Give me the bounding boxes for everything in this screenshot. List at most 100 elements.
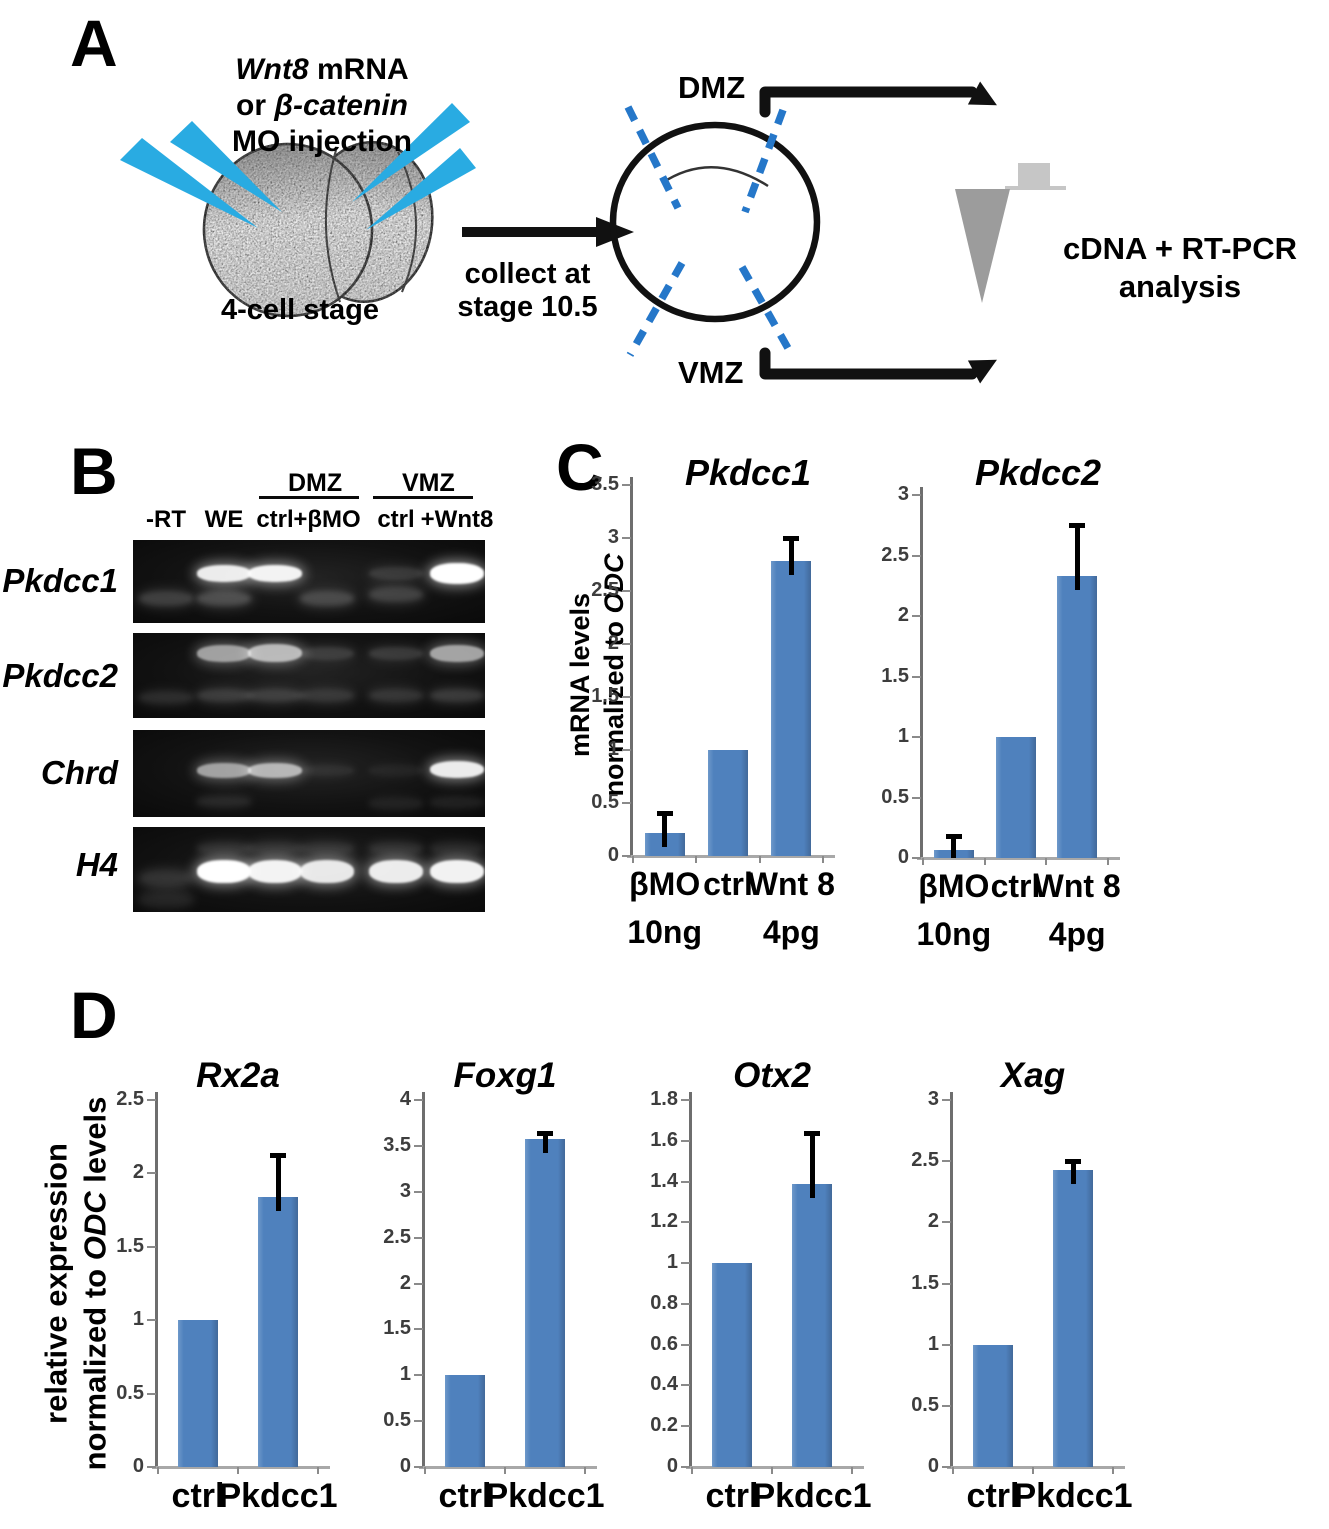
y-tick-label: 2 <box>132 1161 144 1184</box>
y-tick-label: 0.5 <box>383 1409 411 1432</box>
gel-lane-header: ctrl <box>377 506 415 533</box>
x-tick-mark <box>983 858 986 865</box>
y-tick-mark <box>414 1236 423 1239</box>
y-tick-label: 1.5 <box>591 685 619 707</box>
y-tick-label: 0.2 <box>650 1414 678 1437</box>
gel-lane-header: ctrl <box>256 506 294 533</box>
bar-Pkdcc1 <box>792 1183 832 1467</box>
gel-band <box>368 646 423 660</box>
x-category-label: Pkdcc1 <box>218 1477 338 1515</box>
x-tick-mark <box>691 1467 693 1474</box>
x-category-label: Pkdcc1 <box>752 1477 872 1515</box>
y-tick-mark <box>912 857 921 859</box>
y-tick-label: 3.5 <box>383 1133 411 1156</box>
y-tick-label: 0 <box>607 844 619 866</box>
y-tick-mark <box>681 1384 690 1387</box>
chart-title-foxg1: Foxg1 <box>453 1056 557 1095</box>
chart-title-otx2: Otx2 <box>733 1056 811 1095</box>
y-tick-mark <box>681 1466 690 1468</box>
chart-otx2: 0 0.2 0.4 0.6 0.8 1 1.2 1.4 1.6 1.8 ctrl Pkdcc1 <box>650 1088 871 1515</box>
d-ylabel-line1: relative expression <box>38 1143 73 1424</box>
bar-Wnt 8 <box>771 561 812 856</box>
y-tick-label: 1 <box>897 725 909 747</box>
error-bar-cap <box>804 1130 820 1136</box>
x-category-label: Wnt 8 <box>1033 868 1121 904</box>
x-category-sublabel: 10ng <box>627 914 703 950</box>
x-axis-line <box>152 1466 330 1469</box>
gel-lane-header: WE <box>204 506 244 533</box>
y-tick-mark <box>622 484 631 486</box>
y-tick-label: 2.5 <box>591 579 619 601</box>
y-tick-label: 1.2 <box>650 1210 678 1233</box>
y-tick-label: 1 <box>132 1308 144 1331</box>
error-bar <box>1074 522 1080 591</box>
y-tick-label: 0 <box>132 1455 144 1477</box>
x-category-label: Pkdcc1 <box>1013 1477 1133 1515</box>
gel-band <box>368 841 423 855</box>
x-tick-mark <box>424 1467 426 1474</box>
y-tick-label: 0.5 <box>591 791 619 813</box>
y-tick-label: 3 <box>607 526 619 548</box>
gel-band <box>247 859 302 883</box>
y-tick-label: 0.6 <box>650 1332 678 1355</box>
gene-wnt8: Wnt8 <box>235 53 309 86</box>
y-tick-mark <box>912 675 921 678</box>
x-category-sublabel: 10ng <box>916 916 992 952</box>
panel-a-graphic <box>120 81 1066 384</box>
x-axis-line <box>686 1466 864 1469</box>
y-tick-mark <box>912 736 921 738</box>
x-category-label: ctrl <box>438 1477 492 1515</box>
y-tick-mark <box>912 615 921 617</box>
x-category-sublabel: 4pg <box>1048 916 1106 952</box>
y-tick-label: 3 <box>897 483 909 505</box>
bar-ctrl <box>445 1375 485 1467</box>
panel-a-label: A <box>70 6 118 80</box>
y-tick-mark <box>681 1302 690 1305</box>
gel-band <box>368 764 423 776</box>
y-tick-label: 2.5 <box>116 1088 144 1110</box>
gene-bcatenin: β-catenin <box>274 89 408 122</box>
gel-band <box>368 587 423 603</box>
chart-title-pkdcc2: Pkdcc2 <box>974 452 1102 493</box>
gel-strip-pkdcc1 <box>133 540 485 623</box>
gel-band <box>299 646 354 660</box>
tube-icon <box>955 163 1066 303</box>
gel-strip-chrd <box>133 730 485 817</box>
x-category-sublabel: 4pg <box>762 914 820 950</box>
y-tick-mark <box>414 1420 423 1423</box>
x-tick-mark <box>237 1467 239 1474</box>
error-bar-cap <box>783 535 800 541</box>
panel-d-y-axis-title: relative expression normalized to ODC le… <box>33 1074 118 1494</box>
gel-band <box>247 643 302 662</box>
chart-title-xag: Xag <box>1000 1056 1066 1095</box>
x-category-label: ctrl <box>171 1477 225 1515</box>
gel-band <box>196 689 251 703</box>
x-tick-mark <box>1107 858 1109 865</box>
gel-band <box>196 590 251 606</box>
collect-label-line1: collect at <box>464 258 591 290</box>
y-tick-mark <box>622 855 631 857</box>
gel-band <box>196 841 251 855</box>
gel-band <box>247 762 302 778</box>
y-tick-mark <box>942 1466 951 1468</box>
y-tick-label: 1 <box>927 1332 939 1355</box>
error-bar-cap <box>656 811 673 817</box>
y-tick-mark <box>622 590 631 592</box>
y-tick-label: 2 <box>607 632 619 654</box>
collect-label-line2: stage 10.5 <box>457 291 598 323</box>
y-tick-label: 0.4 <box>650 1373 678 1396</box>
result-label-line2: analysis <box>1118 269 1242 304</box>
x-tick-mark <box>157 1467 159 1474</box>
error-bar-cap <box>945 833 962 839</box>
y-tick-mark <box>414 1099 423 1101</box>
error-bar <box>275 1152 281 1211</box>
y-tick-mark <box>622 802 631 804</box>
gel-band <box>139 590 194 606</box>
x-category-label: ctrl <box>703 866 753 902</box>
dmz-arrowhead <box>967 81 997 106</box>
y-tick-label: 1 <box>607 738 619 760</box>
c-ylabel-line1: mRNA levels <box>565 592 595 758</box>
y-tick-label: 1 <box>399 1363 411 1386</box>
x-axis-line <box>419 1466 597 1469</box>
x-tick-mark <box>584 1467 586 1474</box>
